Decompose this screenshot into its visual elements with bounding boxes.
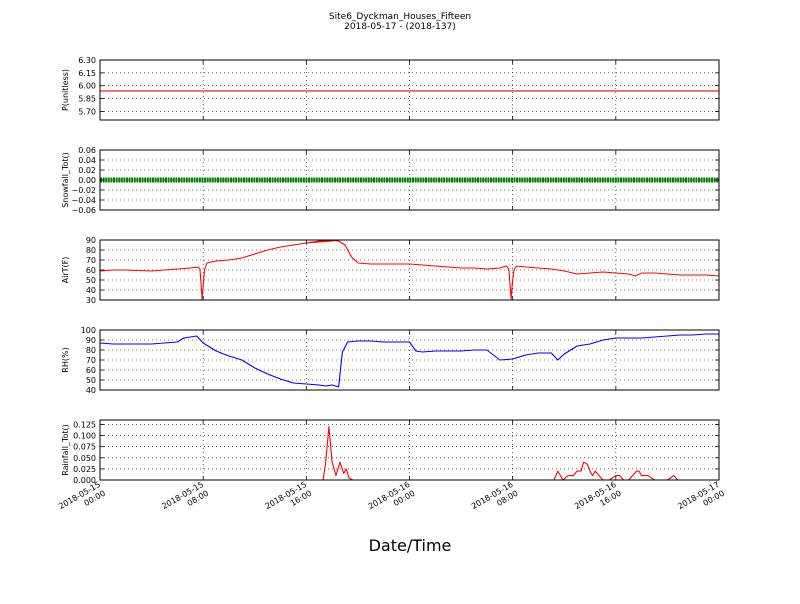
y-tick-label: 0.00 xyxy=(78,176,96,185)
y-tick-label: 70 xyxy=(86,356,96,365)
y-tick-label: 0.050 xyxy=(73,454,96,463)
y-tick-label: 0.06 xyxy=(78,146,96,155)
y-tick-label: 0.02 xyxy=(78,166,96,175)
panels-group: 5.705.856.006.156.30P(unitless)−0.06−0.0… xyxy=(61,56,720,485)
y-tick-label: 6.00 xyxy=(78,82,96,91)
y-axis-label: RH(%) xyxy=(61,347,70,372)
y-tick-label: 40 xyxy=(86,286,96,295)
y-tick-label: 5.85 xyxy=(78,95,96,104)
panel-5: 0.000 0.025 0.050 0.075 0.100 0.125Rainfall_T… xyxy=(61,419,720,485)
y-tick-label: 80 xyxy=(86,346,96,355)
y-tick-label: 0.075 xyxy=(73,443,96,452)
y-tick-label: 0.125 xyxy=(73,420,96,429)
y-tick-label: 0.025 xyxy=(73,465,96,474)
y-tick-label: 60 xyxy=(86,266,96,275)
y-tick-label: −0.02 xyxy=(71,186,96,195)
y-tick-label: 30 xyxy=(86,296,96,305)
y-tick-label: 50 xyxy=(86,276,96,285)
y-tick-label: 0.000 xyxy=(73,476,96,485)
y-tick-label: 60 xyxy=(86,366,96,375)
y-axis-label: P(unitless) xyxy=(61,69,70,111)
y-tick-label: 40 xyxy=(86,386,96,395)
y-tick-label: 70 xyxy=(86,256,96,265)
panel-1: 5.70 5.85 6.00 6.15 6.30 P(unitless) xyxy=(61,56,720,121)
series-line xyxy=(100,426,719,481)
panel-2: −0.06−0.04−0.020.000.020.040.06 Snowfall_… xyxy=(61,146,720,215)
y-tick-label: 0.04 xyxy=(78,156,96,165)
y-tick-label: 50 xyxy=(86,376,96,385)
y-tick-label: −0.06 xyxy=(71,206,96,215)
y-tick-label: 100 xyxy=(81,326,96,335)
y-tick-label: 0.100 xyxy=(73,432,96,441)
y-axis-label: Rainfall_Tot() xyxy=(61,424,70,476)
y-tick-label: 6.15 xyxy=(78,69,96,78)
series-line xyxy=(99,333,719,388)
y-axis-label: AirT(F) xyxy=(61,257,70,284)
y-tick-label: 5.70 xyxy=(78,107,96,116)
chart-subtitle: 2018-05-17 - (2018-137) xyxy=(344,22,456,32)
y-tick-label: 90 xyxy=(86,336,96,345)
y-tick-label: 80 xyxy=(86,246,96,255)
y-tick-label: 6.30 xyxy=(78,56,96,65)
y-tick-label: 90 xyxy=(86,236,96,245)
y-axis-label: Snowfall_Tot() xyxy=(61,152,70,208)
series-line xyxy=(99,239,720,300)
y-tick-label: −0.04 xyxy=(71,196,96,205)
x-axis-label: Date/Time xyxy=(369,536,452,555)
chart-title: Site6_Dyckman_Houses_Fifteen xyxy=(329,12,471,22)
